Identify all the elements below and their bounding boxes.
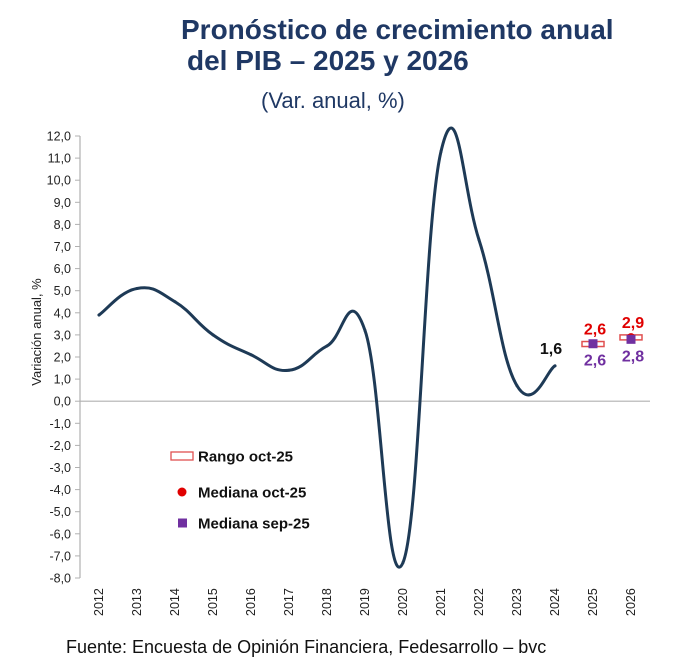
y-tick-label: -8,0 [49, 572, 71, 586]
x-tick-label: 2014 [168, 588, 182, 616]
y-tick-label: -6,0 [49, 527, 71, 541]
legend-item-label: Mediana sep-25 [198, 516, 310, 533]
y-tick-label: 0,0 [54, 395, 71, 409]
median-oct-label-2025: 2,6 [584, 322, 606, 339]
legend-item-label: Mediana oct-25 [198, 485, 306, 502]
y-tick-label: -1,0 [49, 417, 71, 431]
gdp-point-2013 [135, 286, 139, 290]
legend-item-label: Rango oct-25 [198, 449, 293, 466]
median-sep-label-2025: 2,6 [584, 353, 606, 370]
y-tick-label: 4,0 [54, 306, 71, 320]
series-layer: 1,6 2,6 2,9 2,6 2,8 [97, 126, 644, 569]
axes [75, 135, 650, 579]
gdp-point-2022 [477, 238, 481, 242]
x-tick-label: 2012 [92, 588, 106, 616]
legend: Rango oct-25 Mediana oct-25 Mediana sep-25 [170, 449, 310, 533]
gdp-2024-label: 1,6 [540, 341, 562, 358]
gdp-point-2012 [97, 313, 101, 317]
y-tick-label: 6,0 [54, 262, 71, 276]
chart-subtitle: (Var. anual, %) [261, 88, 405, 113]
y-tick-label: -2,0 [49, 439, 71, 453]
chart-title-line-1: Pronóstico de crecimiento anual [181, 14, 614, 45]
median-oct-label-2026: 2,9 [622, 315, 644, 332]
x-tick-label: 2018 [320, 588, 334, 616]
gdp-point-2015 [211, 333, 215, 337]
y-tick-label: 12,0 [47, 130, 71, 144]
x-tick-label: 2013 [130, 588, 144, 616]
x-tick-label: 2020 [396, 588, 410, 616]
gdp-point-2023 [515, 384, 519, 388]
y-axis-label: Variación anual, % [29, 278, 44, 386]
x-tick-label: 2015 [206, 588, 220, 616]
gdp-line [97, 126, 557, 569]
y-tick-label: -5,0 [49, 505, 71, 519]
gdp-point-2021 [439, 149, 443, 153]
y-tick-label: 10,0 [47, 174, 71, 188]
legend-circle-icon [177, 487, 187, 497]
y-tick-label: -4,0 [49, 483, 71, 497]
y-tick-labels: 12,0 11,0 10,0 9,0 8,0 7,0 6,0 5,0 4,0 3,0 2,0 1,0 0… [47, 130, 71, 586]
legend-square-icon [178, 518, 187, 528]
y-tick-label: 11,0 [48, 152, 71, 166]
gdp-point-2016 [249, 353, 253, 357]
x-tick-label: 2017 [282, 588, 296, 616]
legend-range-icon [170, 451, 194, 461]
y-tick-label: 7,0 [54, 240, 71, 254]
x-tick-label: 2016 [244, 588, 258, 616]
source-note: Fuente: Encuesta de Opinión Financiera, … [66, 637, 547, 657]
y-tick-label: 1,0 [54, 373, 71, 387]
x-tick-label: 2023 [510, 588, 524, 616]
y-tick-label: 8,0 [54, 218, 71, 232]
y-tick-label: 5,0 [54, 284, 71, 298]
gdp-point-2024 [553, 364, 557, 368]
y-tick-label: 9,0 [54, 196, 71, 210]
y-tick-label: 2,0 [54, 351, 71, 365]
gdp-point-2019 [363, 328, 367, 332]
x-tick-label: 2019 [358, 588, 372, 616]
chart-title-line-2: del PIB – 2025 y 2026 [187, 45, 469, 76]
x-tick-labels: 2012 2013 2014 2015 2016 2017 2018 2019 2020 2021… [92, 588, 638, 616]
x-tick-label: 2026 [624, 588, 638, 616]
x-tick-label: 2022 [472, 588, 486, 616]
gdp-point-2017 [287, 368, 291, 372]
chart-title: Pronóstico de crecimiento anual del PIB … [181, 14, 614, 76]
x-tick-label: 2025 [586, 588, 600, 616]
median-sep-label-2026: 2,8 [622, 348, 644, 365]
y-tick-label: -3,0 [49, 461, 71, 475]
x-tick-label: 2021 [434, 588, 448, 616]
median-sep-point-2025 [588, 339, 598, 349]
y-tick-label: 3,0 [54, 328, 71, 342]
median-sep-point-2026 [626, 334, 636, 344]
gdp-point-2018 [325, 344, 329, 348]
gdp-point-2020 [401, 561, 405, 565]
y-tick-label: -7,0 [49, 549, 71, 563]
gdp-point-2014 [173, 300, 177, 304]
x-tick-label: 2024 [548, 588, 562, 616]
